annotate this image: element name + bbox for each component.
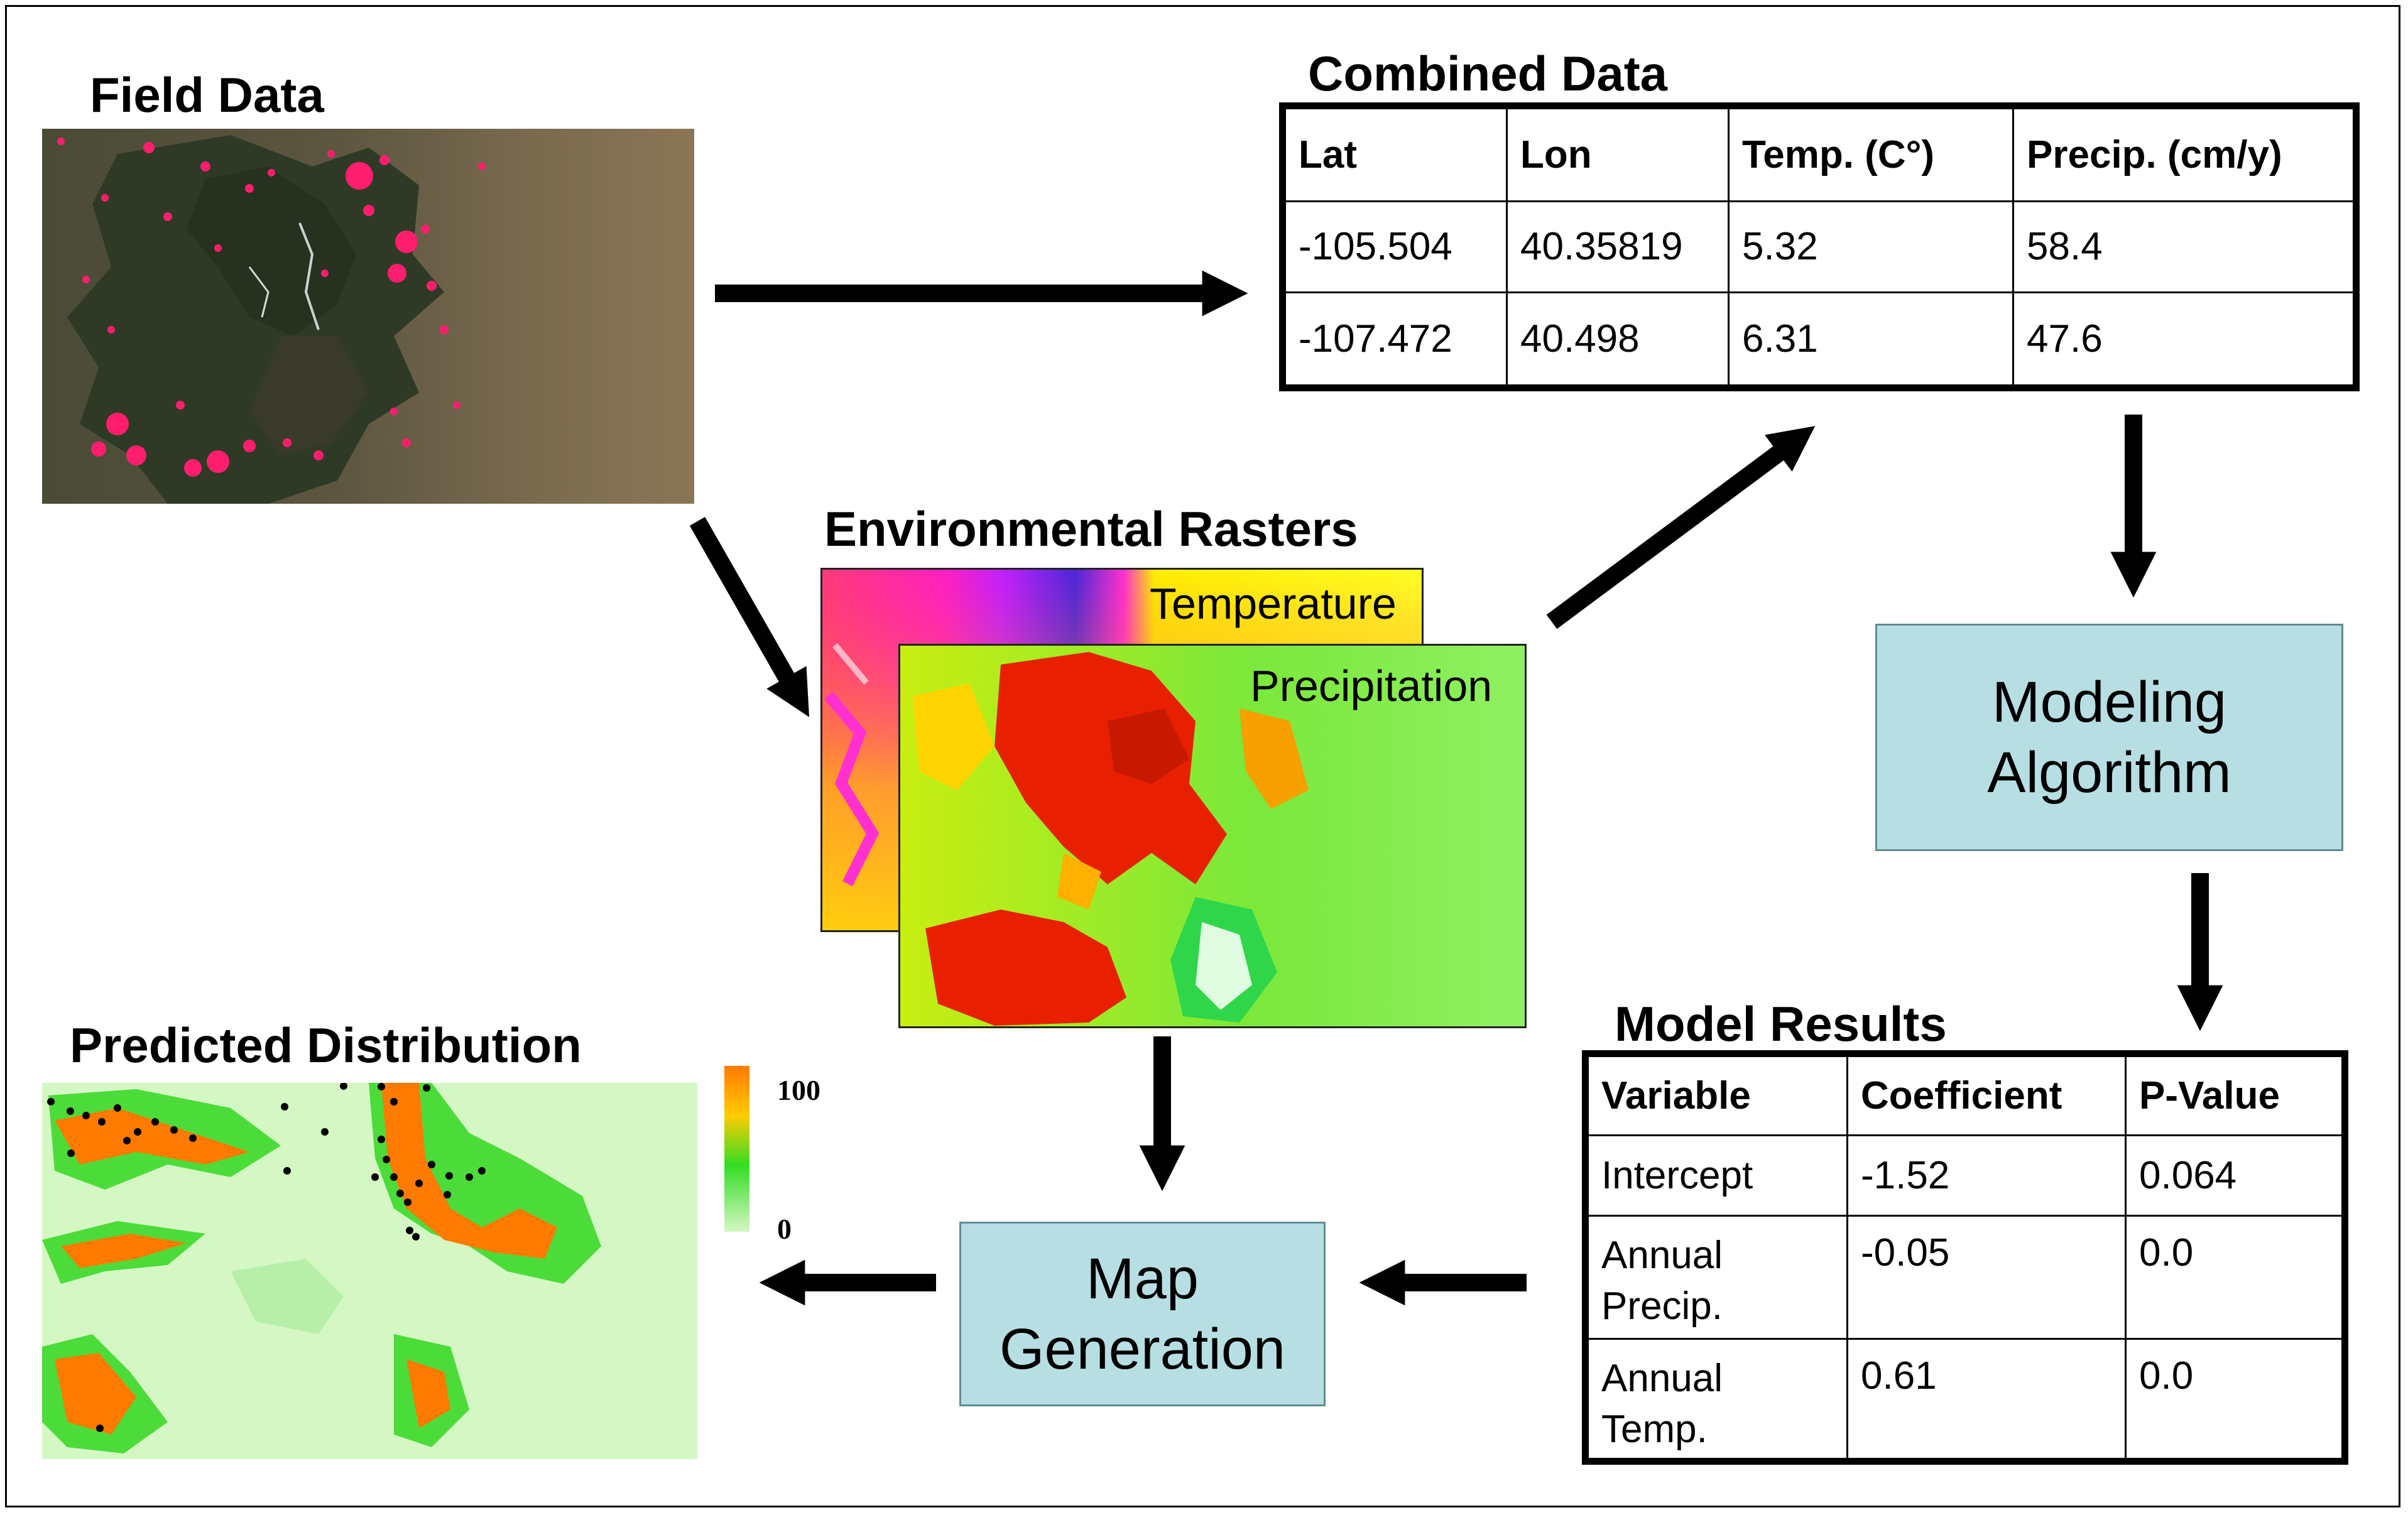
- modeling-line1: Modeling: [1991, 670, 2227, 734]
- cell-p-value: 0.0: [2125, 1338, 2346, 1462]
- variable-line2: Temp.: [1601, 1407, 1708, 1451]
- cell-variable: Intercept: [1584, 1134, 1848, 1217]
- environmental-rasters-title: Environmental Rasters: [824, 501, 1358, 557]
- cell-lon: 40.498: [1506, 291, 1730, 389]
- variable-line2: Precip.: [1601, 1284, 1723, 1328]
- header-lat: Lat: [1282, 104, 1508, 203]
- table-header-row: Lat Lon Temp. (C°) Precip. (cm/y): [1282, 104, 2357, 203]
- predicted-distribution-map: [42, 1083, 697, 1459]
- legend-color-bar: [724, 1066, 749, 1232]
- table-row: Intercept -1.52 0.064: [1584, 1134, 2346, 1217]
- cell-lat: -105.504: [1282, 200, 1508, 293]
- map-generation-box: Map Generation: [959, 1222, 1326, 1406]
- map-line1: Map: [1086, 1246, 1199, 1311]
- table-header-row: Variable Coefficient P-Value: [1584, 1053, 2346, 1136]
- cell-coefficient: 0.61: [1846, 1338, 2127, 1462]
- cell-lon: 40.35819: [1506, 200, 1730, 293]
- combined-data-title: Combined Data: [1308, 46, 1668, 101]
- header-p-value: P-Value: [2125, 1053, 2346, 1136]
- model-results-title: Model Results: [1615, 996, 1947, 1051]
- cell-coefficient: -1.52: [1846, 1134, 2127, 1217]
- cell-coefficient: -0.05: [1846, 1215, 2127, 1340]
- variable-line1: Annual: [1601, 1357, 1723, 1400]
- field-data-title: Field Data: [90, 67, 324, 122]
- header-coefficient: Coefficient: [1846, 1053, 2127, 1136]
- temperature-label: Temperature: [1150, 579, 1397, 628]
- header-temp: Temp. (C°): [1728, 104, 2014, 203]
- variable-line1: Annual: [1601, 1234, 1723, 1277]
- legend-max-label: 100: [777, 1074, 820, 1106]
- predicted-distribution-title: Predicted Distribution: [70, 1018, 582, 1073]
- table-row: -105.504 40.35819 5.32 58.4: [1282, 200, 2357, 293]
- table-row: Annual Precip. -0.05 0.0: [1584, 1215, 2346, 1340]
- modeling-line2: Algorithm: [1987, 741, 2231, 805]
- table-row: Annual Temp. 0.61 0.0: [1584, 1338, 2346, 1462]
- legend-min-label: 0: [777, 1213, 792, 1245]
- cell-variable: Annual Temp.: [1584, 1338, 1848, 1462]
- cell-precip: 58.4: [2012, 200, 2357, 293]
- field-data-satellite-map: [42, 129, 694, 504]
- combined-data-table: Lat Lon Temp. (C°) Precip. (cm/y) -105.5…: [1279, 102, 2360, 391]
- diagram-frame: [5, 5, 2400, 1507]
- cell-precip: 47.6: [2012, 291, 2357, 389]
- cell-p-value: 0.064: [2125, 1134, 2346, 1217]
- model-results-table: Variable Coefficient P-Value Intercept -…: [1582, 1050, 2348, 1465]
- header-lon: Lon: [1506, 104, 1730, 203]
- header-variable: Variable: [1584, 1053, 1848, 1136]
- cell-variable: Annual Precip.: [1584, 1215, 1848, 1340]
- modeling-algorithm-box: Modeling Algorithm: [1875, 624, 2343, 851]
- precipitation-raster: [898, 644, 1527, 1028]
- map-line2: Generation: [999, 1317, 1286, 1381]
- header-precip: Precip. (cm/y): [2012, 104, 2357, 203]
- cell-temp: 6.31: [1728, 291, 2014, 389]
- table-row: -107.472 40.498 6.31 47.6: [1282, 291, 2357, 389]
- cell-p-value: 0.0: [2125, 1215, 2346, 1340]
- cell-temp: 5.32: [1728, 200, 2014, 293]
- cell-lat: -107.472: [1282, 291, 1508, 389]
- precipitation-label: Precipitation: [1250, 661, 1493, 710]
